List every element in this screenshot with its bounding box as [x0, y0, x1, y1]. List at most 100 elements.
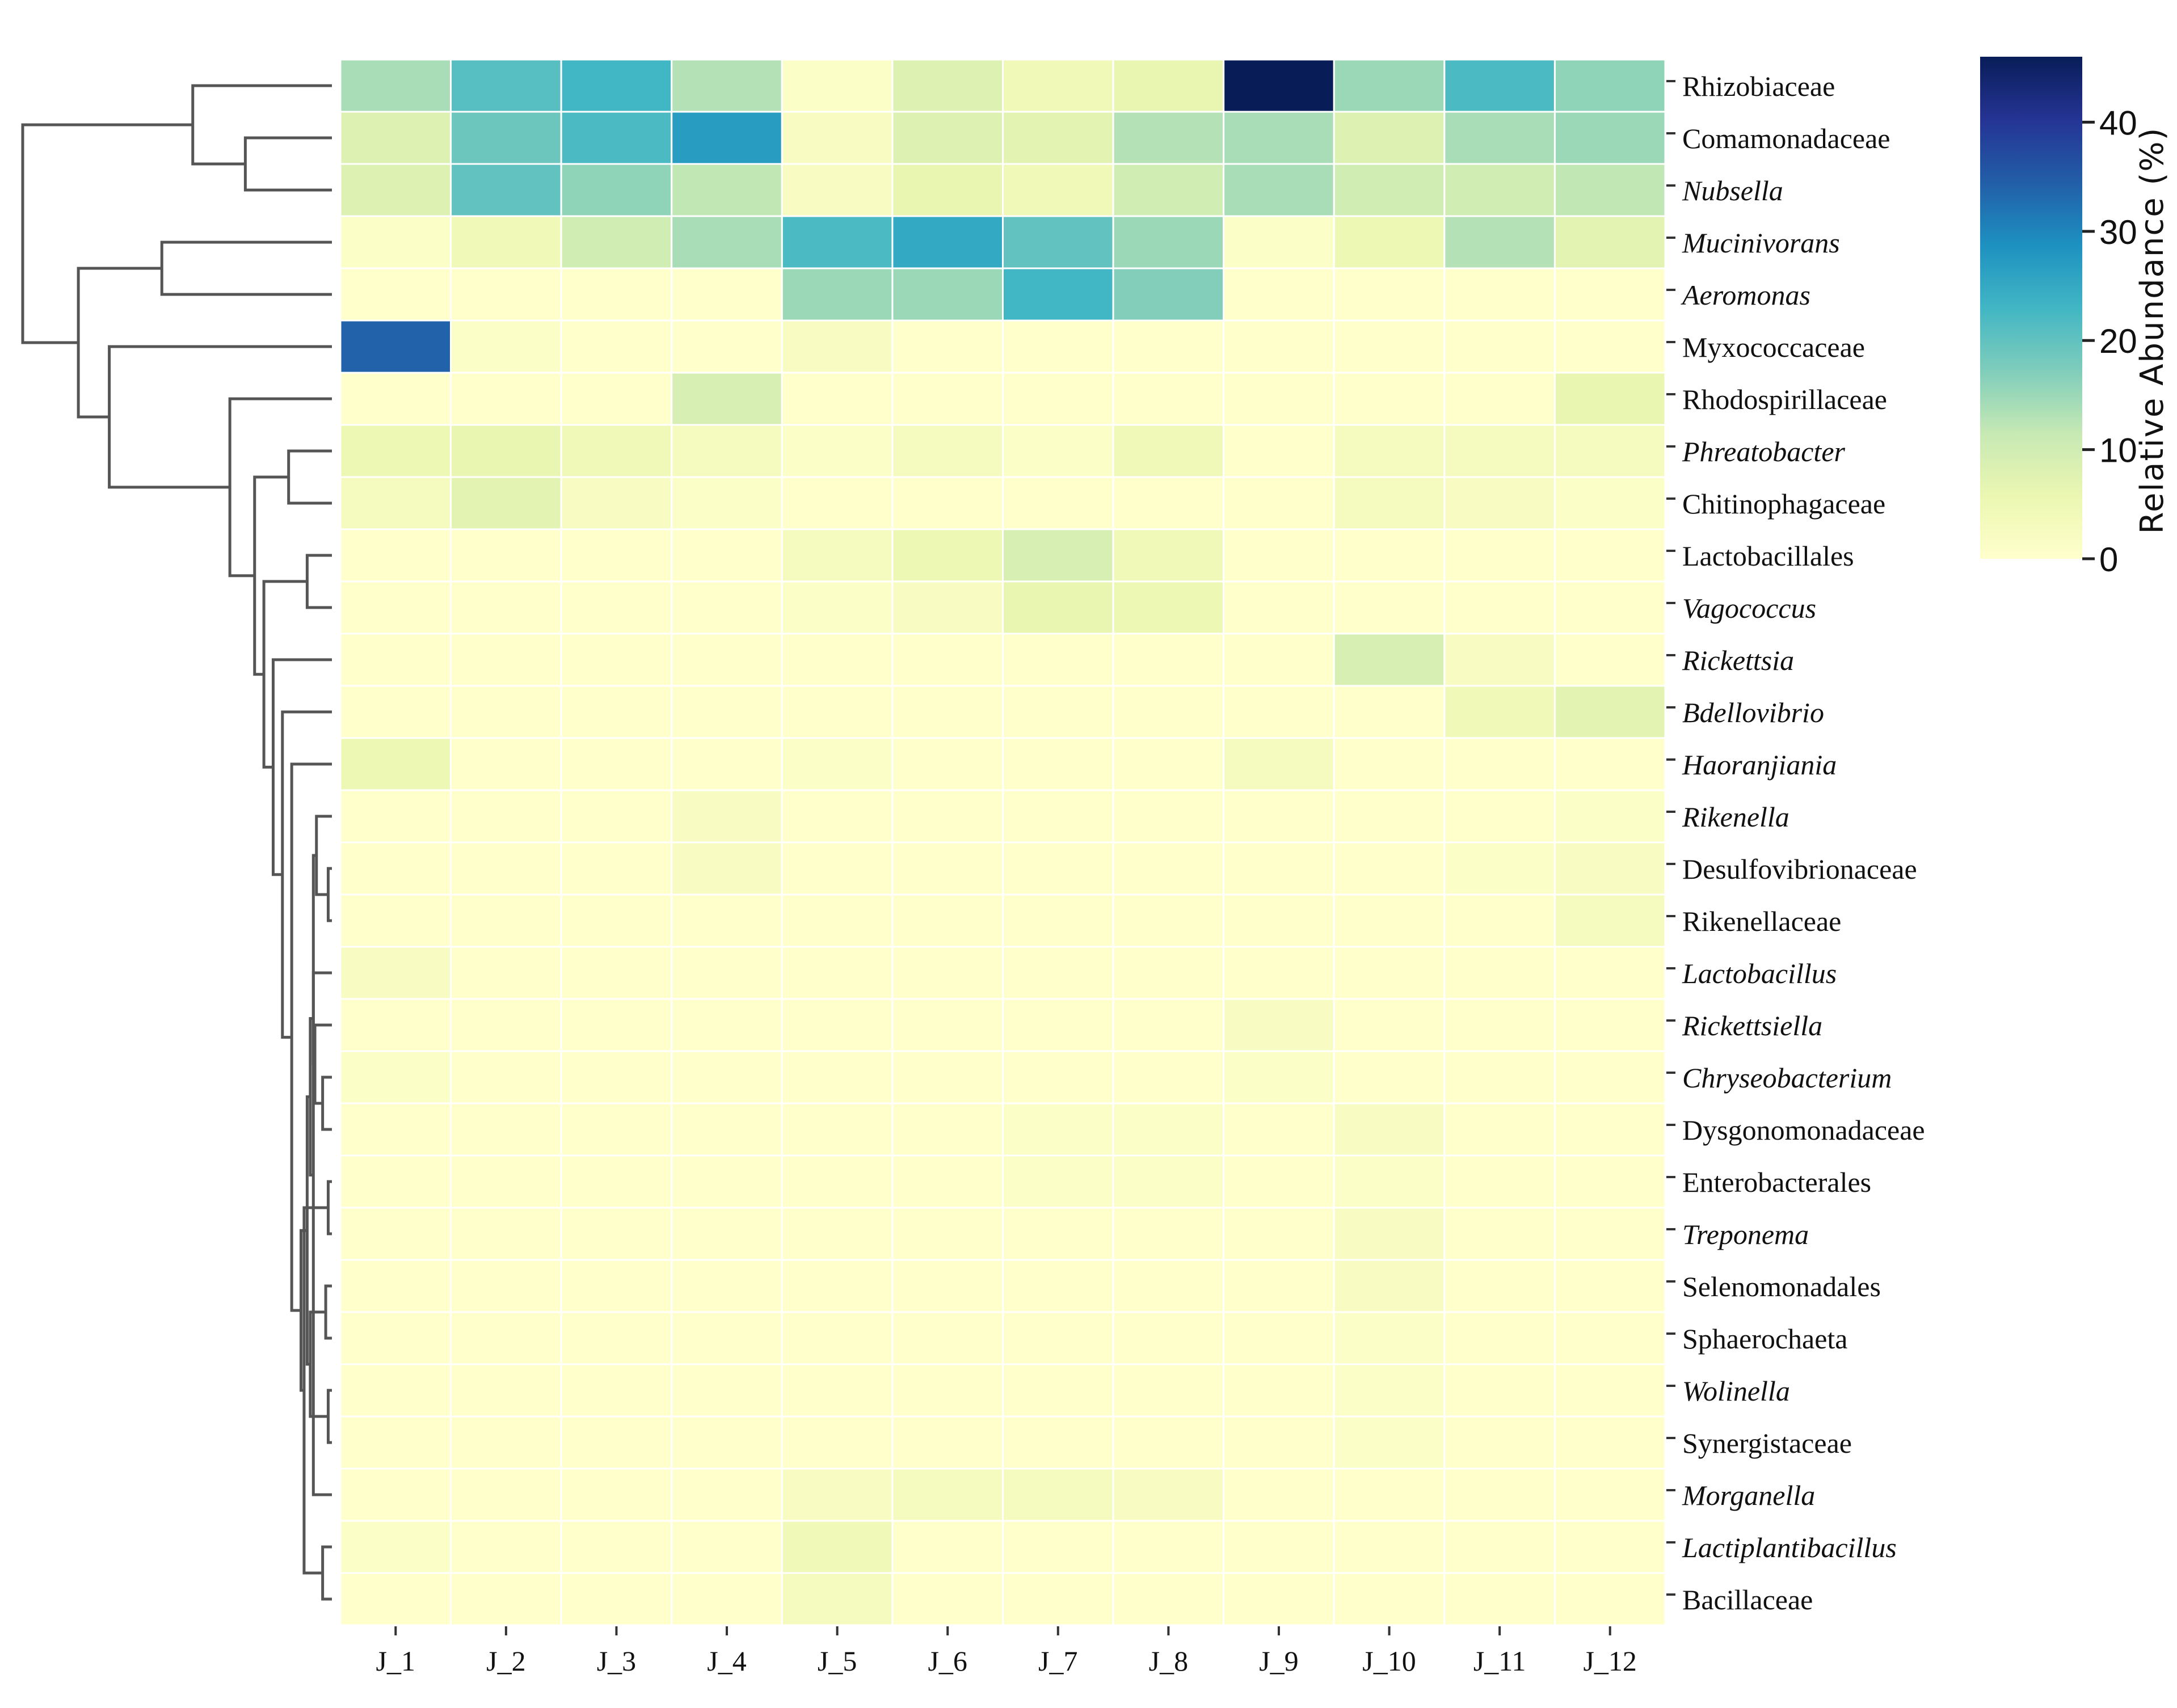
heatmap-cell [1553, 1154, 1666, 1209]
heatmap-cell [450, 1311, 562, 1365]
heatmap-cell [781, 1259, 894, 1313]
heatmap-cell [450, 111, 562, 165]
heatmap-cell [781, 163, 894, 217]
heatmap-cell [1553, 580, 1666, 635]
heatmap-cell [1553, 1363, 1666, 1418]
heatmap-cell [1112, 1520, 1225, 1574]
heatmap-cell [891, 685, 1004, 739]
column-label: J_6 [928, 1645, 967, 1677]
heatmap-cell [781, 424, 894, 478]
heatmap-cell [560, 267, 673, 322]
heatmap-cell [781, 111, 894, 165]
heatmap-cell [450, 1207, 562, 1261]
heatmap-cell [1002, 1311, 1114, 1365]
heatmap-cell [1443, 789, 1556, 844]
heatmap-cell [339, 998, 452, 1052]
heatmap-cell [671, 1415, 783, 1470]
heatmap-cell [1002, 1572, 1114, 1626]
heatmap-cell [339, 424, 452, 478]
heatmap-cell [671, 372, 783, 426]
heatmap-cell [1223, 841, 1335, 896]
heatmap-cell [339, 893, 452, 948]
heatmap-cell [671, 528, 783, 583]
heatmap-cell [1333, 215, 1446, 269]
heatmap-cell [450, 1467, 562, 1522]
dendrogram-branch [262, 580, 308, 769]
column-label: J_7 [1038, 1645, 1077, 1677]
heatmap-cell [1112, 1259, 1225, 1313]
heatmap-cell [1002, 1050, 1114, 1104]
heatmap-cell [1443, 1363, 1556, 1418]
heatmap-cell [1333, 789, 1446, 844]
heatmap-cell [339, 1311, 452, 1365]
heatmap-cell [1553, 841, 1666, 896]
heatmap-cell [450, 476, 562, 530]
colorbar-tick-label: 0 [2099, 541, 2118, 579]
heatmap-cell [1002, 372, 1114, 426]
heatmap-cell [1223, 685, 1335, 739]
heatmap-cell [781, 267, 894, 322]
heatmap-cell [671, 1363, 783, 1418]
heatmap-cell [891, 1102, 1004, 1157]
heatmap-cell [450, 528, 562, 583]
row-label: Bacillaceae [1682, 1584, 1813, 1616]
heatmap-cell [891, 372, 1004, 426]
dendrogram-branch [228, 397, 332, 577]
heatmap-cell [891, 111, 1004, 165]
heatmap-cell [1443, 1520, 1556, 1574]
heatmap-cell [1333, 111, 1446, 165]
heatmap-cell [1443, 946, 1556, 1000]
dendrogram-branch [160, 241, 332, 296]
heatmap-cell [560, 215, 673, 269]
heatmap-cell [1112, 372, 1225, 426]
heatmap-cell [1333, 841, 1446, 896]
heatmap-cell [1333, 1520, 1446, 1574]
heatmap-cell [1443, 267, 1556, 322]
heatmap-cell [450, 685, 562, 739]
heatmap-cell [781, 1467, 894, 1522]
heatmap-cell [671, 1207, 783, 1261]
heatmap-cell [1333, 685, 1446, 739]
row-label: Mucinivorans [1682, 227, 1840, 259]
column-label: J_1 [376, 1645, 415, 1677]
heatmap-cell [671, 58, 783, 113]
row-label: Wolinella [1682, 1375, 1790, 1407]
dendrogram-branch [321, 1545, 332, 1601]
heatmap-cell [891, 1259, 1004, 1313]
heatmap-cell [891, 737, 1004, 791]
heatmap-cell [1443, 1467, 1556, 1522]
heatmap-cell [1333, 1311, 1446, 1365]
heatmap-cell [1002, 1415, 1114, 1470]
heatmap-cell [1223, 737, 1335, 791]
heatmap-cell [1553, 1467, 1666, 1522]
heatmap-cell [1112, 998, 1225, 1052]
heatmap-cell [671, 1259, 783, 1313]
heatmap-cell [1002, 893, 1114, 948]
heatmap-cell [1553, 789, 1666, 844]
heatmap-cell [1223, 893, 1335, 948]
colorbar-tick-label: 10 [2099, 432, 2137, 470]
heatmap-cell [781, 1050, 894, 1104]
heatmap-cells [339, 58, 1666, 1626]
heatmap-cell [781, 789, 894, 844]
heatmap-cell [560, 1154, 673, 1209]
heatmap-cell [891, 215, 1004, 269]
heatmap-cell [781, 1415, 894, 1470]
heatmap-cell [891, 632, 1004, 687]
heatmap-cell [1443, 998, 1556, 1052]
heatmap-cell [1443, 685, 1556, 739]
heatmap-cell [671, 998, 783, 1052]
heatmap-cell [1553, 215, 1666, 269]
heatmap-cell [1553, 528, 1666, 583]
heatmap-cell [1223, 1259, 1335, 1313]
heatmap-cell [781, 476, 894, 530]
row-label: Lactiplantibacillus [1682, 1532, 1897, 1563]
heatmap-cell [1223, 58, 1335, 113]
heatmap-cell [1223, 1520, 1335, 1574]
heatmap-cell [450, 58, 562, 113]
heatmap-cell [1553, 267, 1666, 322]
heatmap-cell [671, 1102, 783, 1157]
heatmap-cell [450, 1102, 562, 1157]
heatmap-cell [1443, 1572, 1556, 1626]
heatmap-cell [781, 632, 894, 687]
